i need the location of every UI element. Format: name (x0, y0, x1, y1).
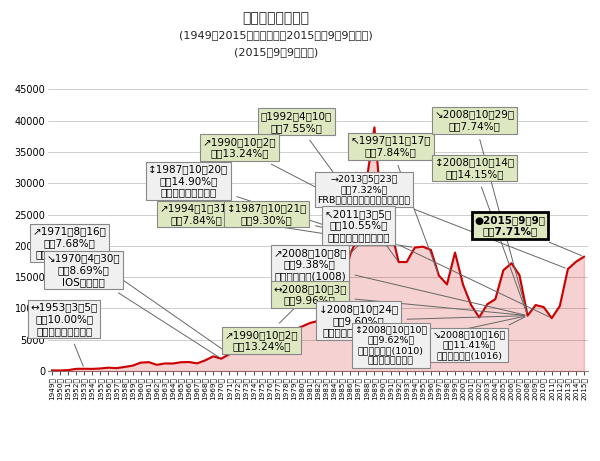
Text: ↗2008年10月8日
（－9.38%）
金融危機暴落(1008): ↗2008年10月8日 （－9.38%） 金融危機暴落(1008) (273, 248, 525, 315)
Text: →2013年5月23日
（－7.32%）
FRB議長発言・中国経済指数悪化: →2013年5月23日 （－7.32%） FRB議長発言・中国経済指数悪化 (317, 175, 565, 268)
Text: ↓2008年10月24日
（－9.60%）
金融危機暴落(1024): ↓2008年10月24日 （－9.60%） 金融危機暴落(1024) (319, 304, 525, 337)
Text: ↖2011年3月5日
（－10.55%）
福島第一原発事故懸念: ↖2011年3月5日 （－10.55%） 福島第一原発事故懸念 (325, 209, 549, 317)
Text: ↗1990年10月2日
（＋13.24%）: ↗1990年10月2日 （＋13.24%） (203, 137, 380, 220)
Text: ↕1987年10月20日
（－14.90%）
ブラック・マンデー: ↕1987年10月20日 （－14.90%） ブラック・マンデー (148, 164, 356, 235)
Text: (1949〜2015年、年終値、2015年は9月9日終値): (1949〜2015年、年終値、2015年は9月9日終値) (179, 30, 373, 40)
Text: ↘2008年10月29日
（＋7.74%）: ↘2008年10月29日 （＋7.74%） (434, 110, 527, 313)
Text: ↕1987年10月21日
（＋9.30%）: ↕1987年10月21日 （＋9.30%） (227, 203, 356, 236)
Text: ↕2008年10月14日
（＋14.15%）: ↕2008年10月14日 （＋14.15%） (434, 157, 527, 313)
Text: ↔1953年3月5日
（－10.00%）
スターリンショック: ↔1953年3月5日 （－10.00%） スターリンショック (31, 302, 98, 366)
Text: (2015年9月9日現在): (2015年9月9日現在) (234, 47, 318, 57)
Text: ↕2008年10月10日
（－9.62%）
金融危機暴落(1010)
（節入の日暴落）: ↕2008年10月10日 （－9.62%） 金融危機暴落(1010) （節入の日… (354, 316, 525, 365)
Text: ↗1994年1月31日
（＋7.84%）: ↗1994年1月31日 （＋7.84%） (160, 203, 412, 247)
Text: ↔2008年10月3日
（＋9.96%）: ↔2008年10月3日 （＋9.96%） (273, 284, 525, 315)
Text: ↗1971年8月16日
（－7.68%）
ニクソン・ドルショック: ↗1971年8月16日 （－7.68%） ニクソン・ドルショック (32, 226, 227, 353)
Text: ↘2008年10月16日
（－11.41%）
金融危機暴落(1016): ↘2008年10月16日 （－11.41%） 金融危機暴落(1016) (433, 317, 525, 360)
Text: ↘1970年4月30日
（－8.69%）
IOSショック: ↘1970年4月30日 （－8.69%） IOSショック (46, 254, 219, 357)
Text: ␐1992年4月10日
（＋7.55%）: ␐1992年4月10日 （＋7.55%） (261, 111, 397, 260)
Text: 日経平均株価推移: 日経平均株価推移 (242, 12, 310, 25)
Text: ↖1997年11月17日
（＋7.84%）: ↖1997年11月17日 （＋7.84%） (350, 136, 438, 273)
Text: ●2015年9月9日
（＋7.71%）: ●2015年9月9日 （＋7.71%） (474, 215, 581, 256)
Text: ↗1990年10月2日
（＋13.24%）: ↗1990年10月2日 （＋13.24%） (224, 224, 380, 352)
